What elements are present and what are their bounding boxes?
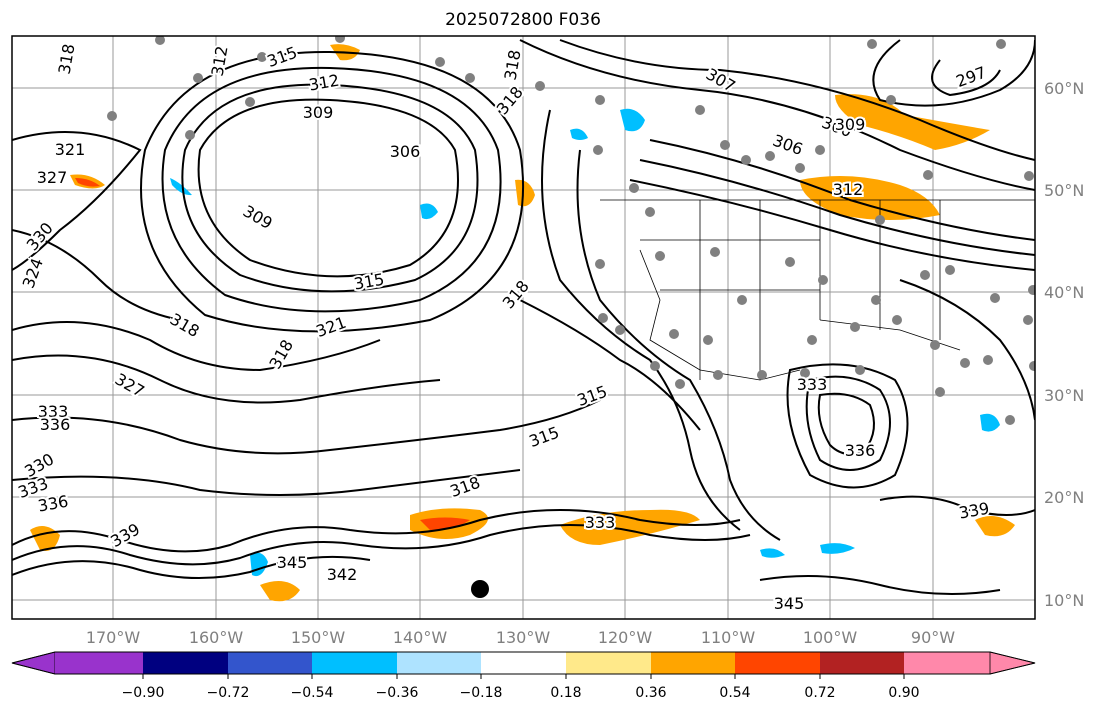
contour-label: 345 — [774, 594, 805, 613]
colorbar-segment — [143, 652, 228, 674]
contour-label: 333 — [797, 375, 828, 394]
colorbar-segment — [481, 652, 566, 674]
station-markers — [107, 36, 1035, 425]
colorbar-tick-label: 0.36 — [635, 685, 666, 701]
latitude-label: 40°N — [1044, 283, 1084, 302]
colorbar-segment — [312, 652, 397, 674]
longitude-label: 170°W — [86, 628, 141, 647]
colorbar-segment — [651, 652, 735, 674]
colorbar-segment — [566, 652, 651, 674]
latitude-label: 60°N — [1044, 79, 1084, 98]
colorbar-segment — [397, 652, 481, 674]
contour-label: 333 — [38, 402, 69, 421]
colorbar-overflow-triangle — [989, 651, 1036, 675]
contour-label: 333 — [585, 513, 616, 532]
political-borders — [600, 199, 1035, 381]
latitude-label: 10°N — [1044, 591, 1084, 610]
longitude-labels: 170°W 160°W 150°W 140°W 130°W 120°W 110°W 100°W… — [86, 628, 955, 647]
contour-label: 309 — [835, 115, 866, 134]
latitude-labels: 60°N 50°N 40°N 30°N 20°N 10°N — [1044, 79, 1084, 610]
contour-label: 321 — [55, 140, 86, 159]
colorbar-tick-label: 0.18 — [550, 685, 581, 701]
longitude-label: 120°W — [598, 628, 653, 647]
plot-frame — [11, 35, 1036, 620]
longitude-label: 110°W — [701, 628, 756, 647]
colorbar-underflow-triangle — [11, 651, 56, 675]
longitude-label: 150°W — [291, 628, 346, 647]
colorbar-tick-label: −0.72 — [207, 685, 250, 701]
contour-label: 306 — [390, 142, 421, 161]
contour-label: 345 — [277, 553, 308, 572]
colorbar-tick-label: −0.18 — [460, 685, 503, 701]
colorbar-tick-label: −0.36 — [376, 685, 419, 701]
shaded-anomalies — [30, 44, 1015, 602]
longitude-label: 90°W — [911, 628, 955, 647]
colorbar-tick-label: −0.54 — [291, 685, 334, 701]
longitude-label: 140°W — [393, 628, 448, 647]
colorbar-tick-label: 0.72 — [804, 685, 835, 701]
colorbar-tick-label: 0.54 — [719, 685, 750, 701]
cyclone-center-marker — [471, 580, 489, 598]
colorbar-segment — [735, 652, 820, 674]
contour-label: 336 — [845, 441, 876, 460]
colorbar — [11, 651, 1036, 675]
colorbar-tick-label: −0.90 — [122, 685, 165, 701]
map-title: 2025072800 F036 — [445, 10, 601, 30]
colorbar-segment — [820, 652, 904, 674]
colorbar-tick-label: 0.90 — [888, 685, 919, 701]
contour-label: 336 — [40, 415, 71, 434]
colorbar-segment — [228, 652, 312, 674]
contour-label: 312 — [833, 180, 864, 199]
colorbar-outline — [11, 651, 1036, 675]
contour-label: 327 — [37, 168, 68, 187]
longitude-label: 100°W — [803, 628, 858, 647]
contour-label: 342 — [327, 565, 358, 584]
colorbar-segment — [904, 652, 990, 674]
contour-lines — [12, 39, 1035, 595]
colorbar-segment — [55, 652, 143, 674]
latitude-label: 50°N — [1044, 181, 1084, 200]
longitude-label: 130°W — [496, 628, 551, 647]
latitude-label: 30°N — [1044, 386, 1084, 405]
latitude-label: 20°N — [1044, 488, 1084, 507]
colorbar-tick-labels: −0.90 −0.72 −0.54 −0.36 −0.18 0.18 0.36 0.54 0.7… — [122, 674, 920, 701]
longitude-label: 160°W — [189, 628, 244, 647]
contour-label: 309 — [303, 103, 334, 122]
